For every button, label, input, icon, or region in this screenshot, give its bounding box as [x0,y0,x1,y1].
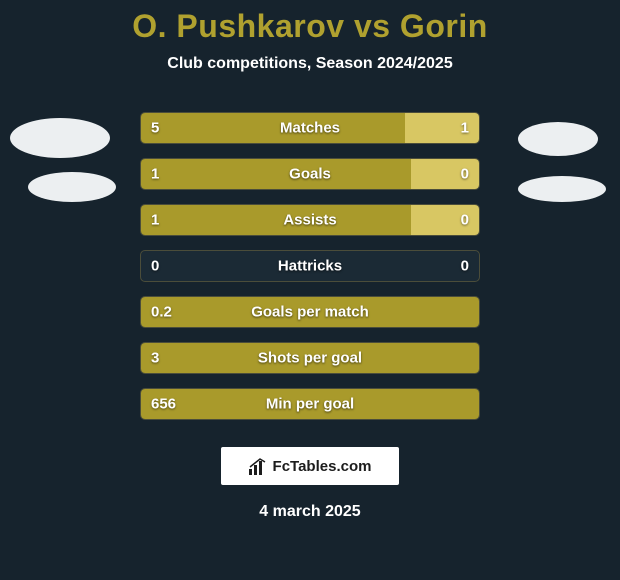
stat-value-left: 0 [151,258,159,275]
stat-bar-track: 0.2 Goals per match [140,296,480,328]
stat-label: Matches [280,120,340,137]
stat-value-right: 1 [461,120,469,137]
stat-bar-left [141,113,405,143]
stat-label: Hattricks [278,258,342,275]
stat-label: Goals [289,166,331,183]
stat-bar-track: 656 Min per goal [140,388,480,420]
stat-row: 5 1 Matches [0,105,620,151]
brand-text: FcTables.com [273,458,372,475]
stat-row: 656 Min per goal [0,381,620,427]
stat-value-right: 0 [461,258,469,275]
stat-value-left: 656 [151,396,176,413]
stat-label: Shots per goal [258,350,362,367]
stat-value-right: 0 [461,166,469,183]
chart-icon [249,457,267,475]
stat-value-left: 5 [151,120,159,137]
stat-bar-track: 3 Shots per goal [140,342,480,374]
stat-label: Min per goal [266,396,354,413]
stat-bar-track: 1 0 Assists [140,204,480,236]
stat-label: Assists [283,212,336,229]
brand-box[interactable]: FcTables.com [221,447,399,485]
stat-row: 0 0 Hattricks [0,243,620,289]
stat-bar-left [141,205,411,235]
page-subtitle: Club competitions, Season 2024/2025 [0,55,620,73]
stat-row: 3 Shots per goal [0,335,620,381]
stat-row: 0.2 Goals per match [0,289,620,335]
stat-value-left: 1 [151,166,159,183]
stat-bar-left [141,159,411,189]
date-text: 4 march 2025 [0,503,620,521]
stat-value-right: 0 [461,212,469,229]
stat-bar-track: 5 1 Matches [140,112,480,144]
stat-bar-track: 1 0 Goals [140,158,480,190]
stat-value-left: 1 [151,212,159,229]
stat-bar-track: 0 0 Hattricks [140,250,480,282]
stat-value-left: 0.2 [151,304,172,321]
stat-row: 1 0 Assists [0,197,620,243]
stat-label: Goals per match [251,304,369,321]
stat-row: 1 0 Goals [0,151,620,197]
page-title: O. Pushkarov vs Gorin [0,8,620,45]
stat-value-left: 3 [151,350,159,367]
stats-rows: 5 1 Matches 1 0 Goals 1 0 Assists 0 0 Hattricks 0.2 G… [0,105,620,427]
